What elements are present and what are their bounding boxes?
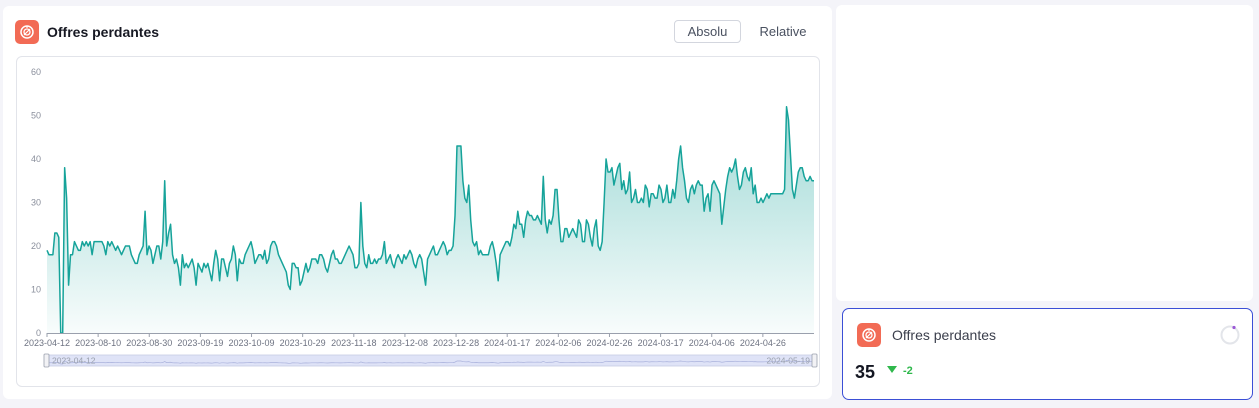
arrow-down-icon (887, 366, 897, 373)
plot-area: 0 10 20 30 40 50 60 2023-04-12 2023-08-10 2023-08… (16, 56, 820, 387)
toggle-relative-button[interactable]: Relative (759, 24, 807, 39)
zoom-start-label: 2023-04-12 (52, 356, 96, 366)
x-tick-label: 2024-02-06 (535, 338, 581, 348)
x-tick-label: 2024-03-17 (638, 338, 684, 348)
kpi-value: 35 (855, 362, 876, 382)
x-tick-label: 2024-04-06 (689, 338, 735, 348)
chart-svg: 0 10 20 30 40 50 60 2023-04-12 2023-08-10 2023-08… (24, 67, 818, 368)
x-tick-label: 2023-08-10 (75, 338, 121, 348)
zoom-slider-track (46, 354, 815, 367)
x-tick-label: 2023-09-19 (177, 338, 223, 348)
kpi-title: Offres perdantes (892, 327, 997, 343)
x-tick-label: 2023-11-18 (331, 338, 376, 348)
chart-title: Offres perdantes (47, 24, 160, 40)
kpi-delta: -2 (903, 365, 913, 377)
zoom-slider-preview-line (46, 359, 814, 365)
x-tick-label: 2023-10-09 (229, 338, 275, 348)
zoom-handle-right (811, 353, 818, 368)
x-tick-label: 2024-01-17 (484, 338, 530, 348)
chart-card: Offres perdantes Absolu Relative 0 10 20 30… (3, 6, 832, 399)
loading-spinner-icon (1220, 325, 1240, 345)
x-tick-label: 2024-04-26 (740, 338, 786, 348)
toggle-absolute-button[interactable]: Absolu (674, 20, 741, 43)
zoom-end-label: 2024-05-19 (767, 356, 811, 366)
y-tick-label: 0 (36, 328, 41, 338)
series-area (47, 106, 814, 333)
card-header: Offres perdantes (15, 19, 159, 45)
y-tick-label: 50 (31, 111, 41, 121)
y-tick-label: 40 (31, 154, 41, 164)
x-tick-label: 2023-12-08 (382, 338, 428, 348)
y-tick-label: 60 (31, 67, 41, 77)
x-tick-label: 2024-02-26 (586, 338, 632, 348)
y-tick-label: 20 (31, 241, 41, 251)
x-tick-label: 2023-04-12 (24, 338, 70, 348)
y-tick-label: 10 (31, 285, 41, 295)
zoom-handle-left (43, 353, 50, 368)
x-tick-label: 2023-10-29 (280, 338, 326, 348)
x-tick-label: 2023-12-28 (433, 338, 479, 348)
x-tick-label: 2023-08-30 (126, 338, 172, 348)
brand-logo-icon (857, 323, 881, 347)
brand-logo-icon (15, 20, 39, 44)
kpi-card[interactable]: Offres perdantes 35 -2 (842, 308, 1253, 400)
side-panel (836, 5, 1253, 301)
series-line (46, 106, 814, 334)
y-tick-label: 30 (31, 198, 41, 208)
